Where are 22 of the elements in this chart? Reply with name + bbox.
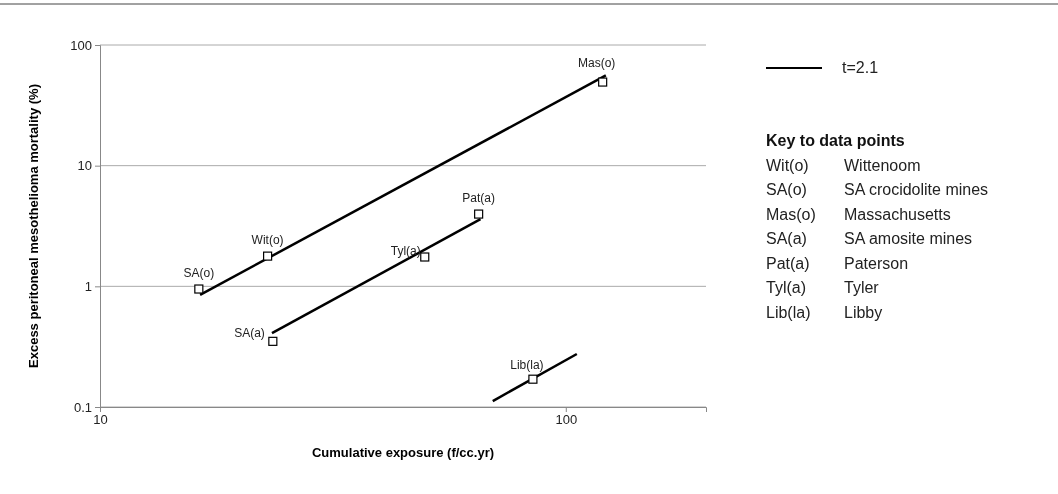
x-axis-title: Cumulative exposure (f/cc.yr) <box>311 445 495 460</box>
text: Mas(o) Massachusetts <box>766 205 951 223</box>
annotation: SA(o) <box>183 266 215 281</box>
y-tick-label: 1 <box>84 278 92 294</box>
annotation: Mas(o) <box>577 56 616 71</box>
y-tick-label: 0.1 <box>73 399 92 415</box>
text: Tyl(a) Tyler <box>766 279 879 296</box>
y-tick-label: 100 <box>70 37 92 53</box>
text: Wit(o) Wittenoom <box>766 156 921 174</box>
text: SA(o) SA crocidolite mines <box>766 181 989 198</box>
annotation: Lib(la) <box>510 358 544 373</box>
annotation: SA(a) <box>234 326 265 341</box>
annotation: Pat(a) <box>462 191 495 206</box>
text: Lib(la) Libby <box>766 303 883 321</box>
annotation: Tyl(a) <box>390 244 421 259</box>
text: SA(a) SA amosite mines <box>766 230 973 247</box>
text: Pat(a) Paterson <box>766 254 909 272</box>
y-tick-label: 10 <box>77 158 92 174</box>
legend-label: t=2.1 <box>842 59 879 76</box>
y-axis-title: Excess peritoneal mesothelioma mortality (%) <box>26 84 41 368</box>
text: Key to data points <box>766 132 905 149</box>
annotation: Wit(o) <box>251 233 284 248</box>
